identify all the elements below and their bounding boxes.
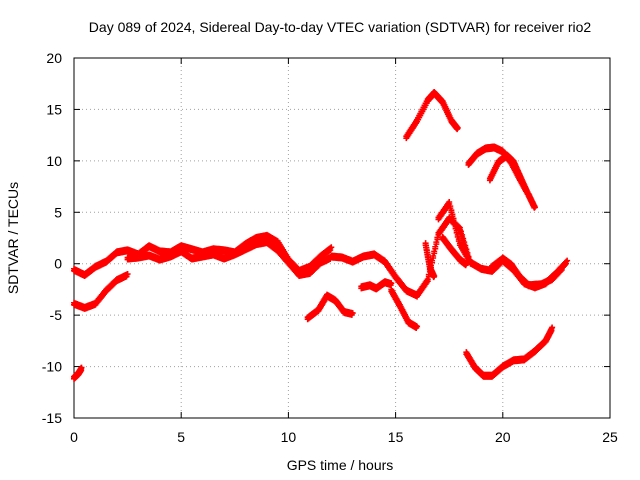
data-points (71, 88, 571, 382)
y-tick-label: 5 (54, 204, 62, 220)
data-point (326, 247, 333, 254)
y-tick-label: 15 (46, 101, 62, 117)
data-point (433, 241, 440, 248)
y-tick-label: -15 (42, 410, 62, 426)
data-point (388, 280, 395, 287)
series-arc-low-left-2 (71, 364, 85, 382)
data-point (431, 273, 438, 280)
data-point (78, 364, 85, 371)
data-point (463, 260, 470, 267)
data-point (563, 260, 570, 267)
data-point (349, 310, 356, 317)
series-arc-top-3 (486, 151, 530, 194)
data-point (558, 266, 565, 273)
x-axis-label: GPS time / hours (287, 457, 394, 473)
x-tick-label: 5 (177, 429, 185, 445)
y-tick-label: -10 (42, 359, 62, 375)
y-tick-label: 10 (46, 153, 62, 169)
y-tick-label: 20 (46, 50, 62, 66)
data-point (424, 278, 431, 285)
data-point (327, 247, 334, 254)
y-tick-label: 0 (54, 256, 62, 272)
series-arc-right-peak (422, 240, 438, 281)
data-point (454, 124, 461, 131)
data-point (523, 186, 530, 193)
series-arc-low-right (463, 324, 556, 380)
data-point (531, 204, 538, 211)
x-tick-label: 20 (495, 429, 511, 445)
data-point (328, 244, 335, 251)
data-point (557, 268, 564, 275)
grid (74, 58, 610, 418)
data-point (431, 250, 438, 257)
data-point (564, 257, 571, 264)
ticks: 0 5 10 15 20 25 -15 -10 -5 0 5 10 15 20 (42, 50, 618, 445)
x-tick-label: 15 (388, 429, 404, 445)
series-arc-mid (328, 214, 474, 300)
series-arc-mid-tail-2 (489, 254, 566, 290)
x-tick-label: 10 (281, 429, 297, 445)
series-arc-top-2 (465, 143, 538, 211)
data-point (559, 263, 566, 270)
series-arc-dip-15 (388, 286, 421, 331)
data-point (434, 236, 441, 243)
x-tick-label: 25 (602, 429, 618, 445)
series-arc-mid-secondary (439, 233, 470, 269)
series-arc-low-left (71, 271, 131, 312)
data-point (432, 245, 439, 252)
data-point (124, 271, 131, 277)
y-tick-label: -5 (50, 307, 63, 323)
chart-title: Day 089 of 2024, Sidereal Day-to-day VTE… (89, 19, 592, 35)
data-point (414, 323, 421, 330)
x-tick-label: 0 (70, 429, 78, 445)
series-arc-lower-band (124, 238, 335, 279)
series-arc-top-1 (403, 88, 461, 142)
plot-frame (73, 57, 611, 419)
series-arc-small-14 (358, 278, 395, 293)
series-arc-low-mid (304, 291, 356, 323)
y-axis-label: SDTVAR / TECUs (5, 182, 21, 294)
data-point (549, 324, 556, 331)
